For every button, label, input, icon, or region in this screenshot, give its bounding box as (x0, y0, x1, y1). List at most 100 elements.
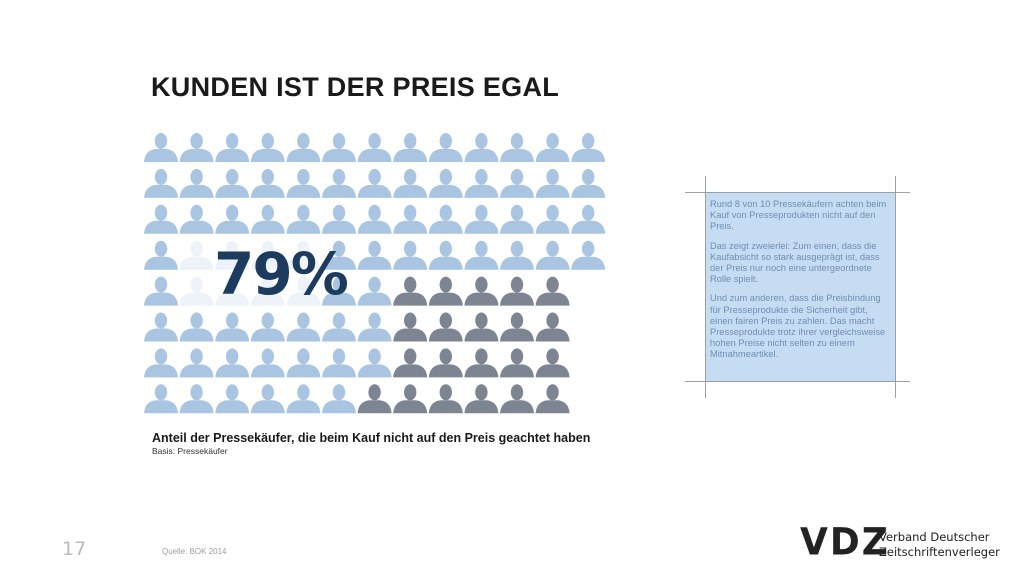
person-icon (322, 240, 356, 270)
person-icon-faded (179, 240, 214, 270)
person-icon (393, 133, 428, 162)
person-icon (571, 204, 606, 234)
person-icon (428, 204, 463, 234)
logo-line-2: Zeitschriftenverleger (879, 545, 1000, 559)
person-icon (464, 384, 499, 414)
person-icon (179, 204, 214, 234)
person-icon (535, 348, 570, 378)
source-note: Quelle: BOK 2014 (162, 547, 227, 556)
person-icon (144, 276, 178, 306)
info-paragraph-2: Das zeigt zweierlei: Zum einen, dass die… (710, 240, 880, 285)
crop-mark (895, 176, 896, 398)
person-icon (250, 312, 285, 342)
logo-line-1: Verband Deutscher (879, 530, 990, 544)
person-icon (286, 312, 321, 342)
person-icon (571, 133, 606, 162)
person-icon (144, 348, 178, 378)
person-icon (286, 133, 321, 162)
person-icon (393, 204, 428, 234)
person-icon (464, 240, 499, 270)
person-icon (357, 240, 392, 270)
person-icon (535, 133, 570, 162)
crop-mark (685, 192, 910, 193)
person-icon (322, 133, 356, 162)
person-icon-faded (179, 276, 214, 306)
person-icon-faded (215, 276, 250, 306)
crop-mark (705, 176, 706, 398)
person-icon (215, 168, 250, 198)
person-icon (322, 204, 356, 234)
person-icon (500, 133, 534, 162)
person-icon (500, 204, 534, 234)
page-title: KUNDEN IST DER PREIS EGAL (151, 72, 560, 102)
person-icon (428, 312, 463, 342)
person-icon (179, 133, 214, 162)
person-icon (464, 348, 499, 378)
person-icon (428, 168, 463, 198)
person-icon (535, 168, 570, 198)
person-icon (286, 384, 321, 414)
person-icon (535, 384, 570, 414)
person-icon (215, 384, 250, 414)
person-icon (428, 384, 463, 414)
person-icon (250, 204, 285, 234)
person-icon (393, 348, 428, 378)
info-box: Rund 8 von 10 Pressekäufern achten beim … (705, 192, 895, 382)
person-icon (535, 240, 570, 270)
person-icon (500, 348, 534, 378)
person-icon (144, 240, 178, 270)
person-icon (428, 240, 463, 270)
info-paragraph-1: Rund 8 von 10 Pressekäufern achten beim … (710, 199, 887, 232)
person-icon-faded (286, 276, 321, 306)
person-icon (428, 276, 463, 306)
person-icon (428, 348, 463, 378)
vdz-logo: VDZ (800, 520, 890, 565)
percent-label: 79% (214, 240, 349, 308)
person-icon (500, 240, 534, 270)
person-icon (322, 276, 356, 306)
person-icon (571, 168, 606, 198)
person-icon (535, 312, 570, 342)
person-icon (357, 384, 392, 414)
person-icon (144, 312, 178, 342)
info-paragraph-3: Und zum anderen, dass die Preisbindung f… (710, 293, 886, 360)
person-icon (322, 348, 356, 378)
person-icon (322, 312, 356, 342)
person-icon (215, 133, 250, 162)
crop-mark (685, 381, 910, 382)
person-icon (535, 276, 570, 306)
person-icon (286, 204, 321, 234)
person-icon (179, 312, 214, 342)
person-icon (357, 133, 392, 162)
person-icon (250, 168, 285, 198)
person-icon (393, 240, 428, 270)
person-icon (215, 312, 250, 342)
person-icon (286, 348, 321, 378)
person-icon (322, 168, 356, 198)
person-icon (500, 168, 534, 198)
person-icon (500, 276, 534, 306)
person-icon (357, 348, 392, 378)
person-icon (179, 168, 214, 198)
person-icon (464, 204, 499, 234)
person-icon (464, 133, 499, 162)
person-icon (357, 168, 392, 198)
person-icon (571, 240, 606, 270)
person-icon (144, 133, 178, 162)
person-icon (393, 384, 428, 414)
person-icon (322, 384, 356, 414)
person-icon-faded (250, 240, 285, 270)
person-icon (393, 312, 428, 342)
person-icon (357, 276, 392, 306)
person-icon-faded (215, 240, 250, 270)
chart-caption: Anteil der Pressekäufer, die beim Kauf n… (152, 431, 591, 445)
person-icon (464, 168, 499, 198)
person-icon (250, 384, 285, 414)
page-number: 17 (62, 538, 87, 560)
person-icon (286, 168, 321, 198)
person-icon (144, 384, 178, 414)
person-icon-faded (250, 276, 285, 306)
person-icon (500, 384, 534, 414)
person-icon (464, 276, 499, 306)
